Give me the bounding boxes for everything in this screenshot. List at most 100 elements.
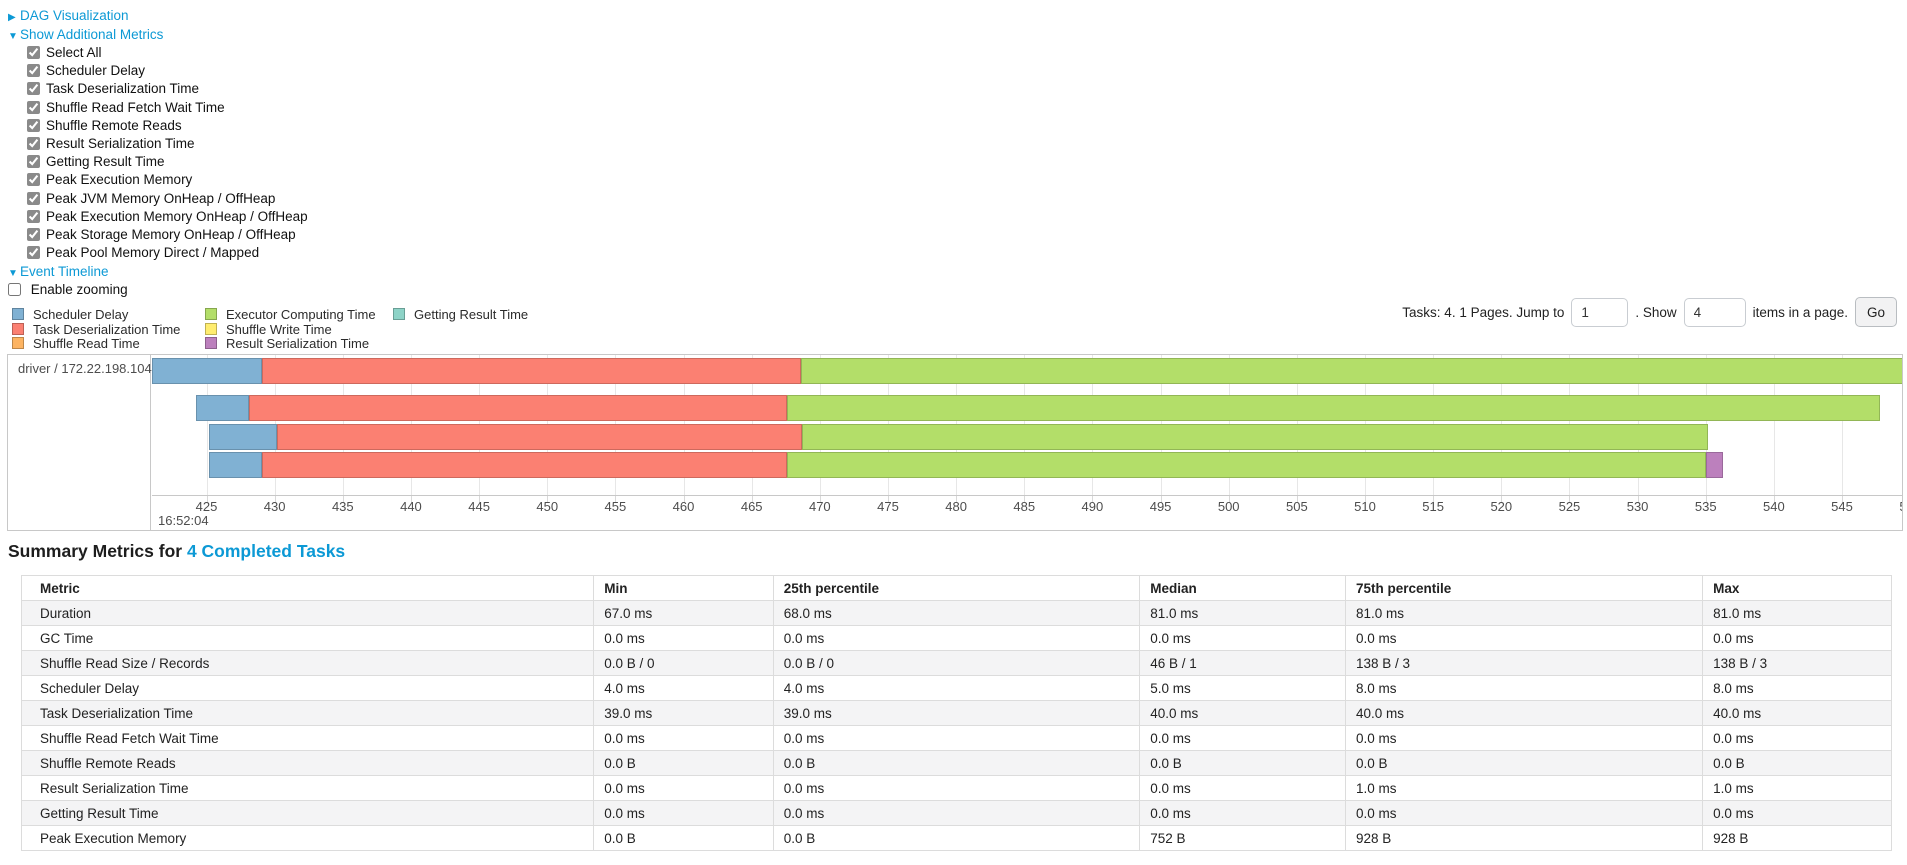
- legend-label: Scheduler Delay: [33, 307, 129, 322]
- metric-value-cell: 0.0 ms: [1702, 625, 1892, 651]
- task-3-segment-task-deserialization[interactable]: [277, 424, 803, 450]
- items-per-page-input[interactable]: [1683, 297, 1746, 327]
- legend-label: Task Deserialization Time: [33, 321, 181, 337]
- metric-value-cell: 81.0 ms: [1139, 600, 1346, 626]
- task-3-segment-executor-computing[interactable]: [802, 424, 1709, 450]
- metric-value-cell: 0.0 B: [593, 825, 774, 851]
- metric-value-cell: 0.0 ms: [1702, 800, 1892, 826]
- dag-visualization-toggle[interactable]: ▶ DAG Visualization: [8, 6, 308, 25]
- metric-row-peak-jvm-memory-onheap-offheap: Peak JVM Memory OnHeap / OffHeap: [27, 190, 308, 208]
- checkbox-shuffle-remote-reads[interactable]: [27, 118, 40, 132]
- label-task-deserialization-time: Task Deserialization Time: [46, 81, 200, 97]
- task-3-segment-scheduler-delay[interactable]: [209, 424, 278, 450]
- tick-label-470: 470: [808, 499, 831, 514]
- task-1-segment-scheduler-delay[interactable]: [152, 358, 263, 384]
- legend-swatch-executor-computing-time: [205, 308, 217, 320]
- column-header-25th-percentile: 25th percentile: [772, 575, 1141, 601]
- tick-mark-435: [342, 496, 344, 503]
- tick-label-530: 530: [1626, 499, 1649, 514]
- column-header-75th-percentile: 75th percentile: [1344, 575, 1704, 601]
- metric-value-cell: 928 B: [1702, 825, 1892, 851]
- tick-label-440: 440: [400, 499, 422, 514]
- checkbox-task-deserialization-time[interactable]: [27, 82, 40, 96]
- task-4-segment-executor-computing[interactable]: [787, 452, 1706, 478]
- show-additional-metrics-toggle[interactable]: ▼ Show Additional Metrics: [8, 25, 308, 44]
- tick-label-535: 535: [1694, 499, 1717, 514]
- tick-mark-440: [410, 496, 412, 503]
- metric-name-cell: Getting Result Time: [20, 800, 595, 826]
- checkbox-peak-execution-memory-onheap-offheap[interactable]: [27, 209, 40, 223]
- timeline-plot-area: [152, 355, 1902, 495]
- metric-value-cell: 8.0 ms: [1702, 675, 1892, 701]
- tick-label-455: 455: [604, 499, 627, 514]
- column-header-max: Max: [1702, 575, 1892, 601]
- metric-row-peak-execution-memory: Peak Execution Memory: [27, 171, 308, 189]
- checkbox-getting-result-time[interactable]: [27, 155, 40, 169]
- metric-value-cell: 4.0 ms: [593, 675, 774, 701]
- checkbox-peak-execution-memory[interactable]: [27, 173, 40, 187]
- checkbox-peak-jvm-memory-onheap-offheap[interactable]: [27, 191, 40, 205]
- metric-row-result-serialization-time: Result Serialization Time: [27, 135, 308, 153]
- tick-mark-520: [1501, 496, 1503, 503]
- table-row-peak-execution-memory: Peak Execution Memory 0.0 B 0.0 B 752 B 928 …: [20, 825, 1892, 851]
- tick-label-485: 485: [1013, 499, 1036, 514]
- task-4-segment-task-deserialization[interactable]: [262, 452, 788, 478]
- tick-mark-525: [1569, 496, 1571, 503]
- table-row-shuffle-read-size-records: Shuffle Read Size / Records 0.0 B / 0 0.0 …: [20, 650, 1892, 676]
- completed-tasks-link[interactable]: 4 Completed Tasks: [186, 541, 346, 561]
- metric-row-peak-execution-memory-onheap-offheap: Peak Execution Memory OnHeap / OffHeap: [27, 208, 308, 226]
- enable-zooming-label: Enable zooming: [30, 282, 128, 298]
- tick-mark-505: [1296, 496, 1298, 503]
- checkbox-shuffle-read-fetch-wait-time[interactable]: [27, 100, 40, 114]
- task-4-segment-scheduler-delay[interactable]: [209, 452, 263, 478]
- event-timeline-toggle[interactable]: ▼ Event Timeline: [8, 262, 308, 281]
- metric-value-cell: 0.0 B: [593, 750, 774, 776]
- table-row-gc-time: GC Time 0.0 ms 0.0 ms 0.0 ms 0.0 ms 0.0 ms: [20, 625, 1892, 651]
- task-4-segment-result-serialization[interactable]: [1705, 452, 1724, 478]
- metric-value-cell: 0.0 ms: [772, 625, 1141, 651]
- label-peak-pool-memory-direct-mapped: Peak Pool Memory Direct / Mapped: [46, 245, 260, 261]
- legend-swatch-shuffle-write-time: [205, 322, 217, 335]
- go-button[interactable]: Go: [1854, 297, 1897, 327]
- jump-to-page-input[interactable]: [1571, 297, 1629, 327]
- dag-visualization-label: DAG Visualization: [20, 8, 129, 23]
- metric-value-cell: 81.0 ms: [1344, 600, 1704, 626]
- checkbox-scheduler-delay[interactable]: [27, 64, 40, 78]
- label-peak-execution-memory: Peak Execution Memory: [46, 172, 193, 188]
- label-shuffle-read-fetch-wait-time: Shuffle Read Fetch Wait Time: [46, 99, 225, 115]
- legend-column: Getting Result Time: [393, 307, 528, 352]
- checkbox-result-serialization-time[interactable]: [27, 136, 40, 150]
- task-1-segment-task-deserialization[interactable]: [262, 358, 801, 384]
- task-2-segment-task-deserialization[interactable]: [248, 395, 788, 421]
- checkbox-peak-pool-memory-direct-mapped[interactable]: [27, 246, 40, 260]
- metric-value-cell: 928 B: [1344, 825, 1704, 851]
- tick-label-465: 465: [740, 499, 763, 514]
- task-1-segment-executor-computing[interactable]: [800, 358, 1902, 384]
- metric-value-cell: 0.0 ms: [1344, 800, 1704, 826]
- metric-name-cell: Shuffle Read Size / Records: [20, 650, 595, 676]
- enable-zooming-checkbox[interactable]: [8, 283, 21, 297]
- metric-row-peak-pool-memory-direct-mapped: Peak Pool Memory Direct / Mapped: [27, 244, 308, 262]
- tick-label-540: 540: [1763, 499, 1785, 514]
- tick-label-450: 450: [536, 499, 559, 514]
- label-shuffle-remote-reads: Shuffle Remote Reads: [46, 117, 182, 133]
- table-header-row: Metric Min 25th percentile Median 75th perce…: [20, 575, 1892, 601]
- tick-label-495: 495: [1149, 499, 1172, 514]
- legend-item-shuffle-read-time: Shuffle Read Time: [12, 336, 205, 352]
- summary-metrics-title: Summary Metrics for 4 Completed Tasks: [8, 541, 345, 562]
- metric-row-shuffle-remote-reads: Shuffle Remote Reads: [27, 117, 308, 135]
- tick-mark-480: [956, 496, 958, 503]
- task-2-segment-scheduler-delay[interactable]: [195, 395, 249, 421]
- metric-value-cell: 40.0 ms: [1344, 700, 1704, 726]
- tick-mark-545: [1842, 496, 1844, 503]
- task-2-segment-executor-computing[interactable]: [787, 395, 1881, 421]
- column-header-min: Min: [593, 575, 774, 601]
- gridline-425: [206, 355, 208, 495]
- checkbox-peak-storage-memory-onheap-offheap[interactable]: [27, 227, 40, 241]
- metric-row-peak-storage-memory-onheap-offheap: Peak Storage Memory OnHeap / OffHeap: [27, 226, 308, 244]
- checkbox-select-all[interactable]: [27, 46, 40, 59]
- label-peak-jvm-memory-onheap-offheap: Peak JVM Memory OnHeap / OffHeap: [46, 190, 276, 206]
- legend-column: Scheduler Delay Task Deserialization Time…: [12, 307, 205, 352]
- tick-mark-515: [1433, 496, 1435, 503]
- executor-label-panel: driver / 172.22.198.104: [8, 355, 152, 530]
